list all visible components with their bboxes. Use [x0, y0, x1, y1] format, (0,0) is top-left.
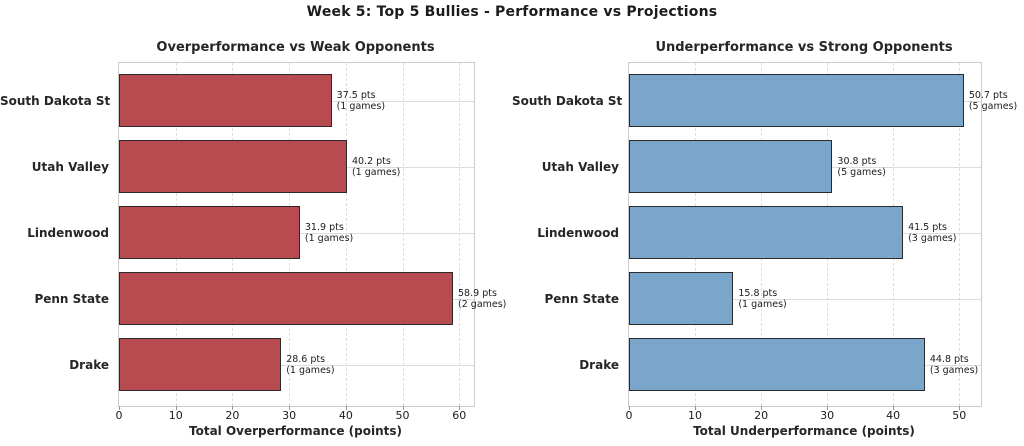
- chart-underperformance: Underperformance vs Strong Opponents Tot…: [512, 0, 1024, 446]
- x-tick-label: 10: [168, 409, 183, 422]
- category-label: Drake: [69, 357, 109, 372]
- x-axis-label-overperformance: Total Overperformance (points): [189, 424, 402, 438]
- annotation-points: 28.6 pts: [286, 353, 326, 365]
- category-label: Utah Valley: [541, 159, 619, 174]
- tick-mark: [232, 406, 234, 410]
- x-tick-label: 0: [115, 409, 123, 422]
- tick-mark: [119, 406, 120, 410]
- category-label: Lindenwood: [537, 225, 619, 240]
- x-tick-label: 0: [625, 409, 633, 422]
- category-label: Penn State: [544, 291, 619, 306]
- annotation-games: (5 games): [968, 100, 1018, 112]
- tick-mark: [402, 406, 404, 410]
- bar: [119, 272, 454, 326]
- annotation-points: 15.8 pts: [738, 287, 778, 299]
- x-tick-label: 50: [395, 409, 410, 422]
- x-tick-label: 60: [452, 409, 467, 422]
- tick-mark: [345, 406, 347, 410]
- bar: [629, 206, 904, 260]
- x-tick-label: 20: [754, 409, 769, 422]
- bar-value-annotation: 40.2 pts (1 games): [352, 156, 400, 178]
- x-tick-label: 10: [688, 409, 703, 422]
- x-tick-label: 40: [338, 409, 353, 422]
- annotation-points: 58.9 pts: [458, 287, 497, 299]
- bar-value-annotation: 28.6 pts (1 games): [286, 354, 334, 376]
- annotation-games: (1 games): [336, 100, 386, 112]
- bar: [119, 74, 332, 128]
- bar-value-annotation: 31.9 pts (1 games): [305, 222, 353, 244]
- annotation-games: (3 games): [908, 232, 957, 244]
- figure-title: Week 5: Top 5 Bullies - Performance vs P…: [306, 4, 718, 20]
- bar: [629, 140, 833, 194]
- bar: [629, 272, 734, 326]
- tick-mark: [695, 406, 697, 410]
- x-tick-label: 50: [952, 409, 967, 422]
- category-label: Drake: [579, 357, 619, 372]
- grid-line-horizontal: [629, 298, 981, 300]
- annotation-games: (2 games): [458, 298, 507, 310]
- annotation-games: (3 games): [929, 364, 979, 376]
- x-axis-label-underperformance: Total Underperformance (points): [693, 424, 915, 438]
- tick-mark: [629, 406, 630, 410]
- grid-line-vertical: [345, 63, 347, 406]
- annotation-points: 30.8 pts: [837, 155, 877, 167]
- grid-line-vertical: [402, 63, 404, 406]
- annotation-points: 50.7 pts: [968, 89, 1008, 101]
- bar-value-annotation: 50.7 pts (5 games): [969, 90, 1017, 112]
- bar-value-annotation: 41.5 pts (3 games): [908, 222, 956, 244]
- annotation-points: 44.8 pts: [929, 353, 969, 365]
- annotation-points: 41.5 pts: [908, 221, 947, 233]
- category-label: South Dakota St: [512, 93, 623, 108]
- x-tick-label: 30: [282, 409, 297, 422]
- bar-value-annotation: 58.9 pts (2 games): [458, 288, 506, 310]
- tick-mark: [459, 406, 461, 410]
- grid-line-vertical: [459, 63, 461, 406]
- tick-mark: [175, 406, 177, 410]
- category-label: South Dakota St: [0, 93, 111, 108]
- x-tick-label: 30: [820, 409, 835, 422]
- chart-title-overperformance: Overperformance vs Weak Opponents: [156, 40, 435, 55]
- annotation-points: 37.5 pts: [336, 89, 376, 101]
- tick-mark: [893, 406, 895, 410]
- chart-overperformance: Overperformance vs Weak Opponents Total …: [0, 40, 506, 438]
- category-label: Utah Valley: [31, 159, 109, 174]
- tick-mark: [959, 406, 961, 410]
- bar: [629, 338, 925, 392]
- annotation-points: 40.2 pts: [351, 155, 391, 167]
- x-tick-label: 20: [225, 409, 240, 422]
- grid-line-vertical: [959, 63, 961, 406]
- grid-line-horizontal: [119, 364, 474, 366]
- annotation-games: (1 games): [304, 232, 354, 244]
- category-label: Penn State: [34, 291, 109, 306]
- bar-value-annotation: 37.5 pts (1 games): [337, 90, 385, 112]
- tick-mark: [289, 406, 291, 410]
- annotation-points: 31.9 pts: [304, 221, 344, 233]
- bar-value-annotation: 30.8 pts (5 games): [837, 156, 885, 178]
- bar: [119, 338, 282, 392]
- bar: [119, 206, 300, 260]
- annotation-games: (1 games): [351, 166, 401, 178]
- bar-value-annotation: 44.8 pts (3 games): [930, 354, 978, 376]
- tick-mark: [827, 406, 829, 410]
- bar: [119, 140, 347, 194]
- bar: [629, 74, 964, 128]
- annotation-games: (5 games): [837, 166, 886, 178]
- chart-title-underperformance: Underperformance vs Strong Opponents: [655, 40, 953, 55]
- tick-mark: [761, 406, 763, 410]
- x-tick-label: 40: [886, 409, 901, 422]
- annotation-games: (1 games): [286, 364, 335, 376]
- annotation-games: (1 games): [738, 298, 787, 310]
- category-label: Lindenwood: [27, 225, 109, 240]
- bar-value-annotation: 15.8 pts (1 games): [738, 288, 786, 310]
